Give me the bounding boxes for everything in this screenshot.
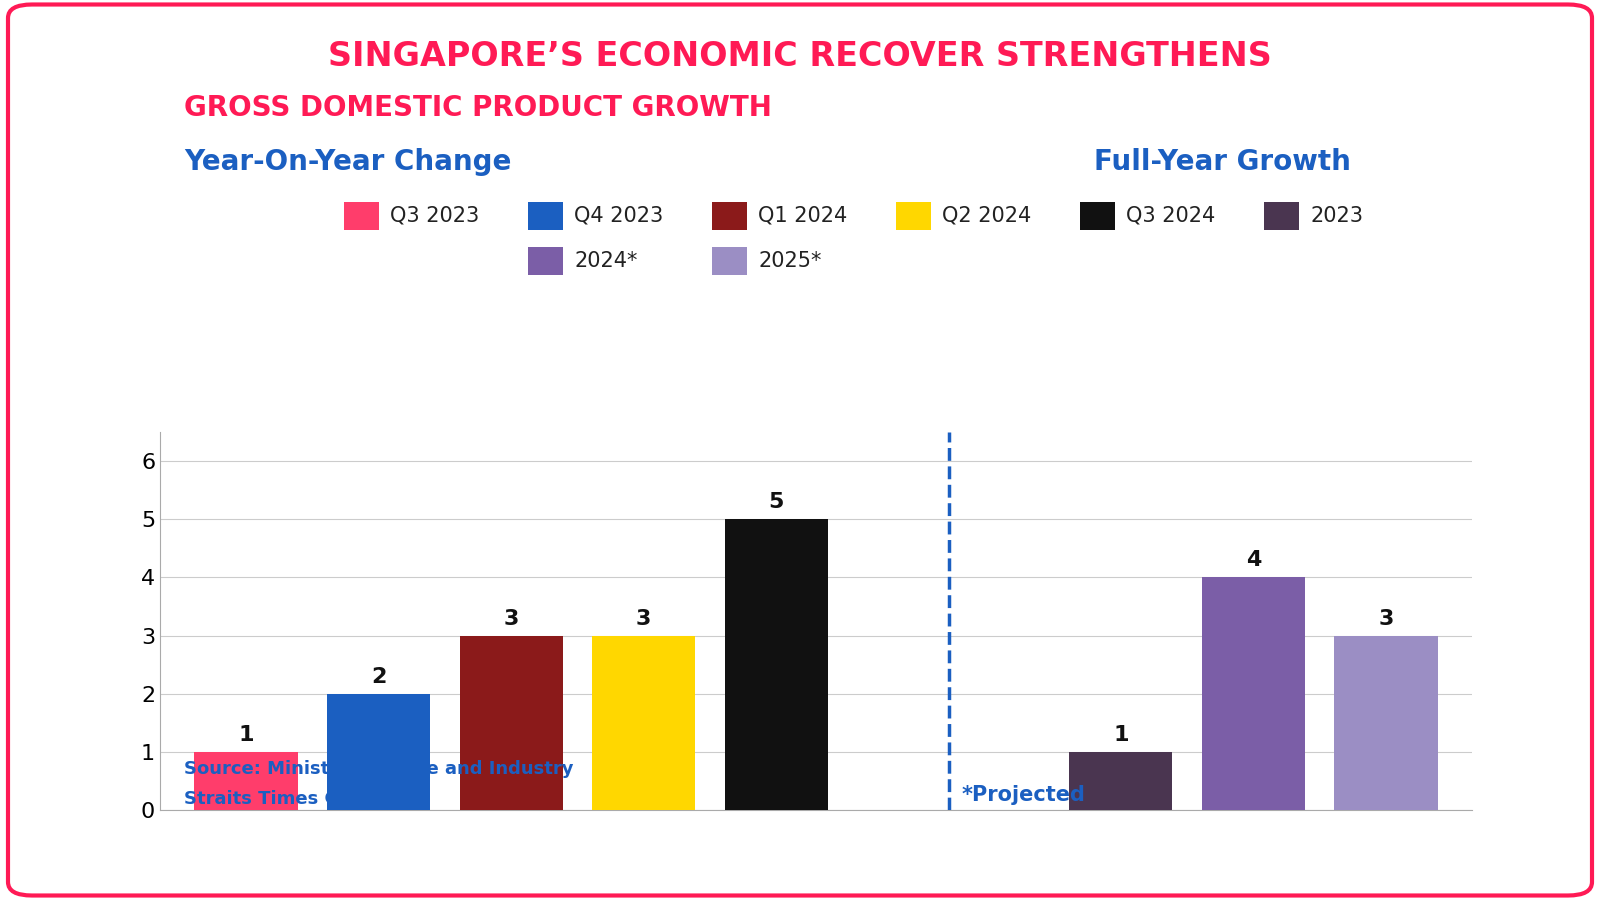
Bar [195, 752, 298, 810]
Text: Year-On-Year Change: Year-On-Year Change [184, 148, 512, 176]
Text: Q2 2024: Q2 2024 [942, 206, 1032, 226]
Bar [459, 635, 563, 810]
Text: Q3 2024: Q3 2024 [1126, 206, 1216, 226]
Text: 2025*: 2025* [758, 251, 822, 271]
Bar [592, 635, 696, 810]
Text: 2: 2 [371, 667, 386, 687]
Text: Full-Year Growth: Full-Year Growth [1094, 148, 1350, 176]
Text: 3: 3 [504, 608, 518, 628]
Text: 4: 4 [1246, 551, 1261, 571]
Bar [1202, 578, 1306, 810]
Text: 3: 3 [637, 608, 651, 628]
Text: 1: 1 [238, 724, 254, 745]
Text: 3: 3 [1378, 608, 1394, 628]
Bar [326, 694, 430, 810]
Bar [725, 519, 827, 810]
Text: 2023: 2023 [1310, 206, 1363, 226]
Text: Q4 2023: Q4 2023 [574, 206, 664, 226]
Text: SINGAPORE’S ECONOMIC RECOVER STRENGTHENS: SINGAPORE’S ECONOMIC RECOVER STRENGTHENS [328, 40, 1272, 74]
Text: GROSS DOMESTIC PRODUCT GROWTH: GROSS DOMESTIC PRODUCT GROWTH [184, 94, 771, 122]
Text: 2024*: 2024* [574, 251, 638, 271]
Text: Source: Ministry of Trade and Industry
Straits Times Graphics: Source: Ministry of Trade and Industry S… [184, 760, 573, 807]
Text: 5: 5 [768, 492, 784, 512]
Text: 1: 1 [1114, 724, 1128, 745]
Text: *Projected: *Projected [962, 785, 1085, 805]
Bar [1334, 635, 1437, 810]
Text: Q3 2023: Q3 2023 [390, 206, 480, 226]
Bar [1069, 752, 1173, 810]
Text: Q1 2024: Q1 2024 [758, 206, 848, 226]
